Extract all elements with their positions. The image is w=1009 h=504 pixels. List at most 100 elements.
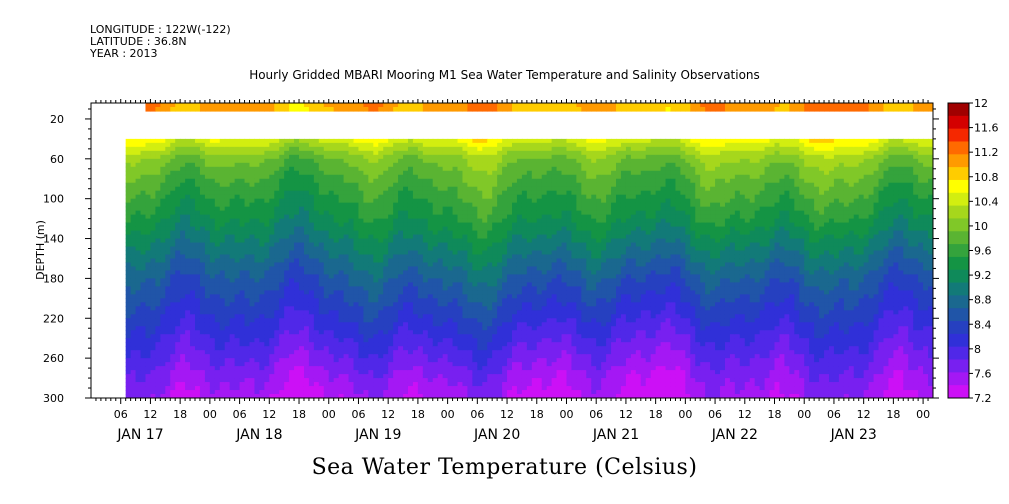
- temperature-cell: [477, 314, 483, 319]
- temperature-cell: [383, 158, 389, 164]
- temperature-cell: [269, 370, 275, 375]
- temperature-cell: [204, 194, 211, 200]
- temperature-cell: [477, 298, 483, 303]
- temperature-cell: [427, 238, 434, 244]
- temperature-cell: [358, 226, 365, 232]
- temperature-cell: [125, 298, 132, 303]
- temperature-cell: [145, 354, 152, 359]
- temperature-cell: [358, 106, 365, 112]
- temperature-cell: [368, 146, 374, 152]
- temperature-cell: [383, 338, 389, 343]
- temperature-cell: [274, 182, 280, 188]
- temperature-cell: [209, 162, 216, 168]
- temperature-cell: [150, 250, 156, 256]
- temperature-cell: [477, 378, 483, 383]
- temperature-cell: [308, 370, 315, 375]
- temperature-cell: [289, 278, 295, 283]
- temperature-cell: [195, 226, 201, 232]
- temperature-cell: [274, 362, 280, 367]
- temperature-cell: [313, 178, 320, 184]
- temperature-cell: [343, 258, 350, 264]
- temperature-cell: [398, 338, 404, 343]
- temperature-cell: [204, 182, 211, 188]
- temperature-cell: [175, 170, 181, 176]
- temperature-cell: [150, 362, 156, 367]
- temperature-cell: [482, 274, 488, 280]
- temperature-cell: [313, 326, 320, 331]
- temperature-cell: [472, 390, 478, 395]
- temperature-cell: [492, 106, 498, 112]
- temperature-cell: [378, 138, 384, 144]
- temperature-cell: [482, 338, 488, 343]
- temperature-cell: [274, 178, 280, 184]
- temperature-cell: [279, 350, 285, 355]
- temperature-cell: [259, 318, 265, 323]
- temperature-cell: [299, 358, 305, 363]
- temperature-cell: [229, 378, 236, 383]
- temperature-cell: [180, 230, 186, 236]
- temperature-cell: [462, 346, 469, 351]
- temperature-cell: [353, 314, 360, 319]
- temperature-cell: [130, 162, 137, 168]
- temperature-cell: [442, 386, 449, 391]
- temperature-cell: [398, 374, 404, 379]
- temperature-cell: [412, 142, 419, 148]
- temperature-cell: [457, 142, 464, 148]
- temperature-cell: [170, 346, 176, 351]
- temperature-cell: [190, 386, 196, 391]
- temperature-cell: [125, 274, 132, 280]
- temperature-cell: [259, 178, 265, 184]
- temperature-cell: [393, 142, 399, 148]
- temperature-cell: [239, 250, 246, 256]
- temperature-cell: [135, 222, 142, 228]
- temperature-cell: [477, 174, 483, 180]
- temperature-cell: [150, 170, 156, 176]
- temperature-cell: [279, 142, 285, 148]
- temperature-cell: [373, 226, 379, 232]
- temperature-cell: [249, 190, 256, 196]
- temperature-cell: [462, 382, 469, 387]
- temperature-cell: [264, 366, 270, 371]
- temperature-cell: [457, 202, 464, 208]
- temperature-cell: [130, 366, 137, 371]
- temperature-cell: [358, 202, 365, 208]
- temperature-cell: [195, 186, 201, 192]
- temperature-cell: [323, 226, 330, 232]
- temperature-cell: [284, 190, 290, 196]
- temperature-cell: [180, 198, 186, 204]
- temperature-cell: [204, 390, 211, 395]
- temperature-cell: [170, 298, 176, 303]
- temperature-cell: [462, 190, 469, 196]
- temperature-cell: [363, 290, 369, 295]
- temperature-cell: [442, 162, 449, 168]
- temperature-cell: [279, 286, 285, 291]
- temperature-cell: [383, 382, 389, 387]
- temperature-cell: [308, 242, 315, 248]
- temperature-cell: [333, 258, 340, 264]
- temperature-cell: [383, 274, 389, 280]
- temperature-cell: [343, 274, 350, 280]
- temperature-cell: [160, 230, 166, 236]
- temperature-cell: [417, 346, 424, 351]
- temperature-cell: [412, 350, 419, 355]
- temperature-cell: [234, 362, 241, 367]
- temperature-cell: [190, 314, 196, 319]
- temperature-cell: [299, 366, 305, 371]
- temperature-cell: [318, 358, 325, 363]
- temperature-cell: [160, 290, 166, 295]
- temperature-cell: [274, 394, 280, 398]
- temperature-cell: [135, 210, 142, 216]
- temperature-cell: [437, 242, 444, 248]
- temperature-cell: [229, 222, 236, 228]
- temperature-cell: [358, 290, 365, 295]
- temperature-cell: [234, 230, 241, 236]
- temperature-cell: [234, 222, 241, 228]
- temperature-cell: [437, 146, 444, 152]
- temperature-cell: [175, 138, 181, 144]
- temperature-cell: [289, 202, 295, 208]
- temperature-cell: [219, 194, 226, 200]
- temperature-cell: [284, 378, 290, 383]
- temperature-cell: [492, 146, 498, 152]
- temperature-cell: [422, 250, 429, 256]
